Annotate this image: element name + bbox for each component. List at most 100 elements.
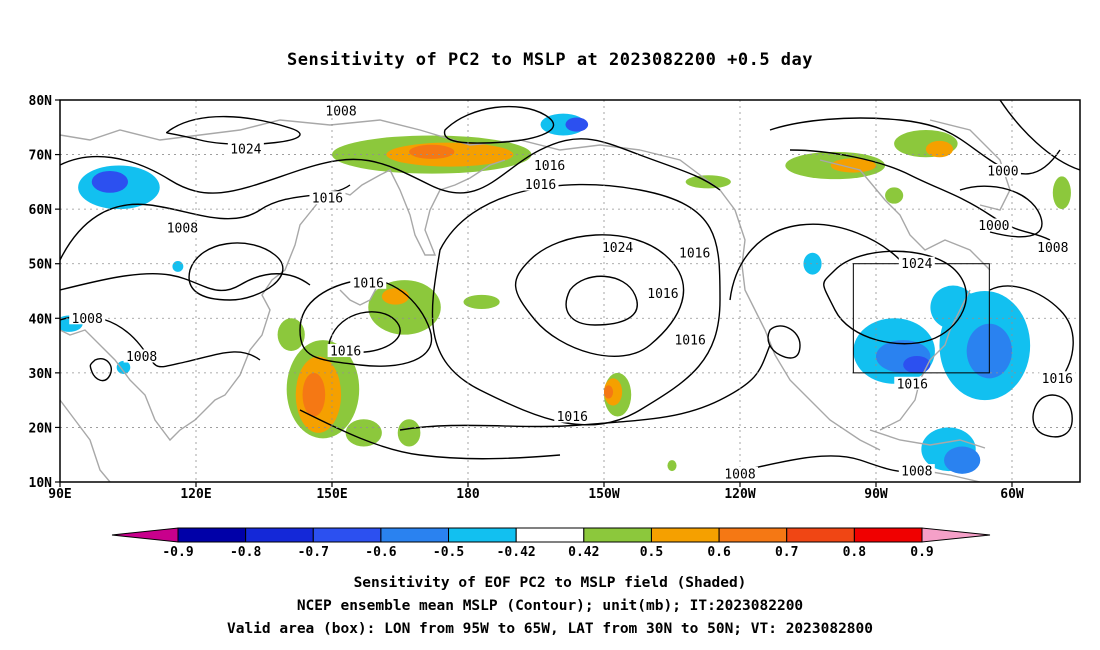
contour-label: 1016: [312, 192, 343, 207]
coastline-hudson: [819, 159, 991, 271]
lon-tick-label: 60W: [1000, 487, 1024, 502]
contour-label-bg: [676, 245, 713, 259]
contour-label: 1016: [679, 246, 710, 261]
contour-label-bg: [722, 466, 758, 480]
contour-label-bg: [898, 256, 935, 270]
shaded-region: [345, 419, 382, 447]
contour-line: [299, 409, 561, 460]
shaded-region: [463, 294, 500, 310]
colorbar-label: -0.5: [433, 545, 464, 560]
chart-title: Sensitivity of PC2 to MSLP at 2023082200…: [286, 50, 813, 70]
colorbar-bin: [177, 527, 247, 543]
colorbar-label: -0.7: [298, 545, 329, 560]
contour-label: 1024: [230, 143, 261, 158]
shaded-region: [91, 170, 128, 193]
footer-line-3: Valid area (box): LON from 95W to 65W, L…: [226, 621, 873, 637]
lat-tick-label: 70N: [29, 149, 53, 164]
footer-line-2: NCEP ensemble mean MSLP (Contour); unit(…: [296, 598, 804, 614]
footer-line-1: Sensitivity of EOF PC2 to MSLP field (Sh…: [353, 575, 747, 591]
contour-line: [729, 223, 901, 301]
contour-label-bg: [123, 349, 160, 363]
lat-tick-label: 60N: [29, 203, 53, 218]
shaded-region: [944, 446, 981, 474]
contour-label: 1008: [724, 467, 755, 482]
colorbar-label: 0.8: [843, 545, 867, 560]
contour-label-bg: [1039, 371, 1076, 385]
contour-label: 1008: [167, 222, 198, 237]
contour-label-bg: [984, 163, 1021, 177]
contour-label-bg: [350, 275, 387, 289]
contour-line: [789, 149, 1051, 241]
colorbar-bin: [448, 527, 517, 543]
colorbar-bin: [380, 527, 450, 543]
colorbar-label: -0.9: [162, 545, 193, 560]
shaded-region: [604, 385, 614, 399]
contour-line: [514, 234, 685, 357]
contour-label: 1008: [901, 465, 932, 480]
shaded-region: [397, 419, 421, 447]
contour-label-bg: [323, 103, 360, 117]
contour-line: [565, 275, 638, 326]
coastline-india: [60, 399, 111, 482]
lat-tick-label: 50N: [29, 258, 53, 273]
coastline-asia: [60, 159, 506, 442]
colorbar-label: -0.6: [365, 545, 396, 560]
contour-line: [89, 358, 112, 382]
shaded-region: [803, 252, 822, 275]
contour-line: [767, 325, 801, 359]
colorbar-bin: [786, 527, 855, 543]
contour-label: 1000: [987, 164, 1018, 179]
contour-line: [769, 117, 1061, 175]
colorbar-low-arrow: [111, 527, 179, 543]
contour-label: 1008: [126, 350, 157, 365]
contour-label-bg: [894, 376, 931, 390]
colorbar-label: -0.8: [230, 545, 261, 560]
colorbar-bin: [853, 527, 923, 543]
contour-label: 1016: [897, 377, 928, 392]
colorbar-label: -0.42: [497, 545, 536, 560]
contour-label: 1016: [674, 334, 705, 349]
lat-tick-label: 40N: [29, 312, 53, 327]
contour-label-bg: [898, 464, 935, 478]
shaded-region: [409, 144, 455, 159]
contour-line: [999, 100, 1080, 171]
contour-line: [431, 183, 721, 426]
colorbar-bin: [515, 527, 585, 543]
lon-tick-label: 120W: [724, 487, 755, 502]
shaded-region: [302, 372, 326, 417]
shaded-sensitivity-layer: [60, 113, 1071, 474]
lon-tick-label: 90E: [48, 487, 71, 502]
colorbar: -0.9 -0.8 -0.7 -0.6 -0.5 -0.42 0.42 0.5 0.6 0.7 0.…: [111, 527, 991, 560]
lat-tick-label: 80N: [29, 94, 53, 109]
lat-tick-label: 20N: [29, 421, 53, 436]
coastline-east-coast: [879, 289, 971, 431]
lon-tick-label: 90W: [864, 487, 888, 502]
contour-label: 1016: [557, 410, 588, 425]
contour-label-bg: [531, 158, 568, 172]
shaded-region: [903, 355, 931, 374]
colorbar-label: 0.9: [910, 545, 933, 560]
contour-label-bg: [1034, 240, 1071, 254]
shaded-region: [885, 187, 904, 204]
contour-line: [188, 242, 284, 301]
contour-line: [299, 278, 433, 367]
contour-label: 1000: [978, 219, 1009, 234]
contour-label: 1024: [602, 241, 633, 256]
coastline-caribbean: [869, 429, 986, 449]
contour-label-bg: [164, 221, 201, 235]
colorbar-bin: [312, 527, 382, 543]
contour-label-bg: [554, 409, 591, 423]
colorbar-label: 0.6: [707, 545, 731, 560]
contour-label-bg: [644, 286, 681, 300]
coastline-north-america: [639, 149, 881, 451]
shaded-region: [925, 140, 954, 158]
contour-line: [823, 250, 967, 345]
lon-tick-label: 150W: [588, 487, 619, 502]
shaded-region: [667, 460, 677, 472]
contour-label: 1016: [330, 345, 361, 360]
contour-label: 1008: [72, 312, 103, 327]
contour-line: [1032, 394, 1073, 438]
shaded-region: [116, 360, 131, 374]
contour-label-layer: 1008 1024 1016 1016 1016 1008 1016 1024 1024 1000…: [69, 103, 1076, 482]
